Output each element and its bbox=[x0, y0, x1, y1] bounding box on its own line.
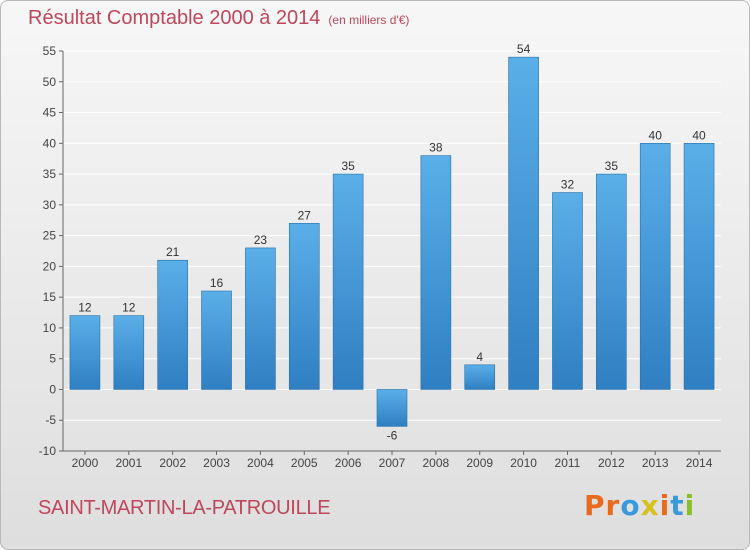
y-tick-label: 45 bbox=[43, 106, 57, 120]
y-tick-label: 30 bbox=[43, 198, 57, 212]
y-tick-label: 35 bbox=[43, 167, 57, 181]
bar-2002 bbox=[157, 259, 188, 390]
bar-value-label: 12 bbox=[78, 301, 92, 315]
logo-letter: o bbox=[620, 489, 641, 522]
bar-value-label: 12 bbox=[122, 301, 136, 315]
bar-2012 bbox=[596, 173, 627, 390]
x-tick-label: 2013 bbox=[642, 456, 669, 470]
bar-value-label: 23 bbox=[254, 233, 268, 247]
logo-letter: i bbox=[659, 489, 671, 522]
logo-letter: P bbox=[584, 489, 606, 522]
y-tick-label: 25 bbox=[43, 229, 57, 243]
bars bbox=[69, 56, 715, 427]
x-tick-label: 2014 bbox=[686, 456, 713, 470]
y-tick-label: 0 bbox=[49, 382, 56, 396]
bar-value-label: 35 bbox=[341, 159, 355, 173]
chart-title: Résultat Comptable 2000 à 2014 (en millie… bbox=[28, 7, 409, 30]
x-tick-label: 2002 bbox=[159, 456, 186, 470]
x-tick-label: 2012 bbox=[598, 456, 625, 470]
bar-2011 bbox=[552, 192, 583, 390]
x-tick-label: 2006 bbox=[335, 456, 362, 470]
bar-value-label: 54 bbox=[517, 42, 531, 56]
x-tick-label: 2005 bbox=[291, 456, 318, 470]
bar-2010 bbox=[508, 56, 539, 390]
x-tick-label: 2003 bbox=[203, 456, 230, 470]
logo-letter: i bbox=[684, 489, 696, 522]
logo-letter: x bbox=[640, 489, 660, 522]
bar-value-label: 40 bbox=[649, 128, 663, 142]
bar-2013 bbox=[639, 143, 671, 390]
bar-2014 bbox=[683, 143, 715, 390]
bar-2000 bbox=[69, 315, 101, 390]
bar-value-label: 40 bbox=[692, 128, 706, 142]
logo-letter: r bbox=[605, 489, 621, 522]
bar-2009 bbox=[464, 364, 496, 390]
bar-value-label: 32 bbox=[561, 178, 575, 192]
y-tick-label: 50 bbox=[43, 75, 57, 89]
x-tick-label: 2001 bbox=[115, 456, 142, 470]
bar-2003 bbox=[201, 290, 232, 390]
bar-2001 bbox=[113, 315, 145, 390]
x-tick-label: 2007 bbox=[379, 456, 406, 470]
x-tick-label: 2010 bbox=[510, 456, 537, 470]
bar-2005 bbox=[288, 223, 320, 390]
y-tick-label: 40 bbox=[43, 136, 57, 150]
y-tick-label: 20 bbox=[43, 259, 57, 273]
bar-value-label: 35 bbox=[605, 159, 619, 173]
bar-2004 bbox=[245, 247, 276, 390]
bar-value-label: 27 bbox=[298, 208, 312, 222]
proxiti-logo: Proxiti bbox=[584, 489, 695, 522]
y-tick-label: -10 bbox=[39, 444, 57, 458]
bar-labels: 12 12 21 16 23 27 35 -6 38 4 54 32 35 40 40 bbox=[78, 42, 706, 442]
bar-value-label: 4 bbox=[476, 350, 483, 364]
x-tick-label: 2000 bbox=[72, 456, 99, 470]
bar-value-label: -6 bbox=[387, 428, 398, 442]
bar-2007 bbox=[376, 389, 408, 427]
axes: -10 -5 0 5 10 15 20 25 30 35 40 45 50 55 2000 2001 2002 2… bbox=[39, 44, 721, 470]
commune-name: SAINT-MARTIN-LA-PATROUILLE bbox=[38, 497, 331, 519]
x-tick-label: 2008 bbox=[423, 456, 450, 470]
y-tick-label: 5 bbox=[49, 352, 56, 366]
y-tick-label: 15 bbox=[43, 290, 57, 304]
chart-subtitle: (en milliers d'€) bbox=[328, 13, 410, 27]
chart-title-text: Résultat Comptable 2000 à 2014 bbox=[28, 7, 321, 29]
bar-value-label: 16 bbox=[210, 276, 224, 290]
bar-value-label: 21 bbox=[166, 245, 180, 259]
bar-2008 bbox=[420, 155, 452, 390]
x-tick-label: 2009 bbox=[466, 456, 493, 470]
y-tick-label: 55 bbox=[43, 44, 57, 58]
y-tick-label: -5 bbox=[45, 413, 56, 427]
x-tick-label: 2011 bbox=[555, 456, 581, 470]
logo-letter: t bbox=[670, 489, 685, 522]
bar-2006 bbox=[332, 173, 364, 390]
y-tick-label: 10 bbox=[43, 321, 57, 335]
bar-value-label: 38 bbox=[429, 141, 443, 155]
x-tick-label: 2004 bbox=[247, 456, 274, 470]
